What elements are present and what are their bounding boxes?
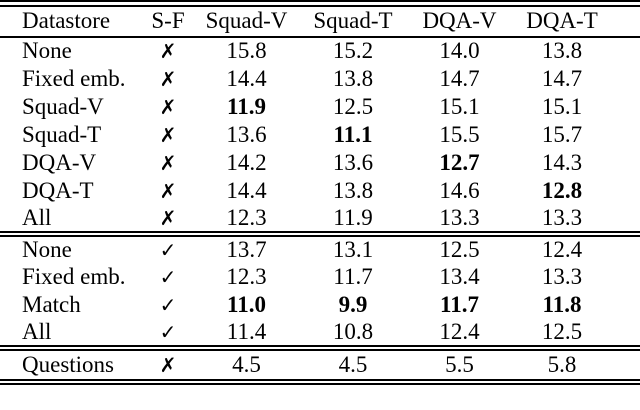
value-cell: 11.0 — [227, 291, 266, 317]
value-cell: 12.5 — [332, 93, 374, 119]
cross-mark-icon: ✗ — [159, 122, 177, 147]
table-row: All ✗ 12.3 11.9 13.3 13.3 — [0, 205, 640, 234]
check-mark-icon: ✓ — [159, 292, 177, 317]
value-cell: 11.1 — [333, 121, 373, 147]
datastore-cell: Questions — [22, 351, 114, 377]
datastore-cell: Fixed emb. — [22, 263, 126, 289]
value-cell: 12.8 — [541, 177, 583, 203]
value-cell: 12.4 — [439, 318, 480, 344]
value-cell: 13.7 — [226, 236, 267, 262]
value-cell: 12.5 — [439, 236, 480, 262]
value-cell: 15.1 — [541, 93, 583, 119]
check-mark-icon: ✓ — [159, 319, 177, 344]
value-cell: 13.8 — [332, 65, 374, 91]
value-cell: 13.3 — [541, 263, 583, 289]
section-questions: Questions ✗ 4.5 4.5 5.5 5.8 — [0, 348, 640, 382]
cross-mark-icon: ✗ — [159, 205, 177, 230]
datastore-cell: DQA-T — [22, 177, 94, 203]
value-cell: 13.3 — [541, 204, 583, 230]
table-row: Squad-T ✗ 13.6 11.1 15.5 15.7 — [0, 121, 640, 149]
value-cell: 5.8 — [547, 351, 577, 377]
value-cell: 14.2 — [226, 149, 267, 175]
cross-mark-icon: ✗ — [159, 66, 177, 91]
datastore-cell: Squad-T — [22, 121, 102, 147]
table-row: Squad-V ✗ 11.9 12.5 15.1 15.1 — [0, 93, 640, 121]
column-header-squad-t: Squad-T — [313, 8, 393, 34]
cross-mark-icon: ✗ — [159, 39, 177, 63]
value-cell: 15.8 — [226, 38, 267, 63]
cross-mark-icon: ✗ — [159, 352, 177, 377]
value-cell: 15.5 — [439, 121, 480, 147]
table-row: Fixed emb. ✗ 14.4 13.8 14.7 14.7 — [0, 65, 640, 93]
value-cell: 11.7 — [333, 263, 373, 289]
value-cell: 14.0 — [439, 38, 480, 63]
value-cell: 15.2 — [332, 38, 374, 63]
table-row: None ✓ 13.7 13.1 12.5 12.4 — [0, 234, 640, 263]
column-header-datastore: Datastore — [22, 8, 111, 34]
value-cell: 13.4 — [439, 263, 480, 289]
results-table-container: Datastore S-F Squad-V Squad-T DQA-V DQA-T Non… — [0, 3, 640, 382]
datastore-cell: DQA-V — [22, 149, 97, 175]
results-table: Datastore S-F Squad-V Squad-T DQA-V DQA-T Non… — [0, 3, 640, 382]
value-cell: 14.4 — [226, 177, 267, 203]
value-cell: 13.8 — [541, 38, 583, 63]
header-row: Datastore S-F Squad-V Squad-T DQA-V DQA-T — [0, 4, 640, 37]
table-row: Questions ✗ 4.5 4.5 5.5 5.8 — [0, 348, 640, 382]
value-cell: 12.4 — [541, 236, 583, 262]
value-cell: 10.8 — [332, 318, 374, 344]
datastore-cell: None — [22, 38, 72, 63]
datastore-cell: Match — [22, 291, 81, 317]
table-row: All ✓ 11.4 10.8 12.4 12.5 — [0, 319, 640, 348]
value-cell: 15.1 — [439, 93, 480, 119]
table-row: None ✗ 15.8 15.2 14.0 13.8 — [0, 37, 640, 65]
value-cell: 5.5 — [445, 351, 474, 377]
value-cell: 4.5 — [338, 351, 368, 377]
check-mark-icon: ✓ — [159, 264, 177, 289]
value-cell: 14.3 — [541, 149, 583, 175]
value-cell: 14.4 — [226, 65, 267, 91]
value-cell: 13.6 — [226, 121, 267, 147]
value-cell: 13.6 — [332, 149, 374, 175]
datastore-cell: None — [22, 236, 72, 262]
value-cell: 14.6 — [439, 177, 480, 203]
datastore-cell: All — [22, 204, 52, 230]
value-cell: 9.9 — [338, 291, 368, 317]
table-row: Fixed emb. ✓ 12.3 11.7 13.4 13.3 — [0, 263, 640, 291]
value-cell: 12.5 — [541, 318, 583, 344]
section-finetune: None ✓ 13.7 13.1 12.5 12.4 Fixed emb. ✓ 12.3 11.7… — [0, 234, 640, 348]
value-cell: 11.4 — [226, 318, 267, 344]
check-mark-icon: ✓ — [159, 237, 177, 262]
cross-mark-icon: ✗ — [159, 150, 177, 175]
column-header-dqa-v: DQA-V — [422, 8, 497, 34]
value-cell: 11.9 — [227, 93, 266, 119]
section-no-finetune: None ✗ 15.8 15.2 14.0 13.8 Fixed emb. ✗ 14.4 13.8… — [0, 37, 640, 234]
value-cell: 14.7 — [541, 65, 583, 91]
value-cell: 12.3 — [226, 263, 267, 289]
value-cell: 11.9 — [333, 204, 373, 230]
datastore-cell: Fixed emb. — [22, 65, 126, 91]
datastore-cell: All — [22, 318, 52, 344]
value-cell: 4.5 — [232, 351, 261, 377]
value-cell: 12.7 — [439, 149, 480, 175]
value-cell: 14.7 — [439, 65, 480, 91]
table-row: Match ✓ 11.0 9.9 11.7 11.8 — [0, 291, 640, 319]
table-row: DQA-T ✗ 14.4 13.8 14.6 12.8 — [0, 177, 640, 205]
column-header-dqa-t: DQA-T — [526, 8, 598, 34]
value-cell: 11.7 — [440, 291, 479, 317]
table-row: DQA-V ✗ 14.2 13.6 12.7 14.3 — [0, 149, 640, 177]
column-header-squad-v: Squad-V — [205, 8, 288, 34]
value-cell: 12.3 — [226, 204, 267, 230]
datastore-cell: Squad-V — [22, 93, 104, 119]
column-header-s-f: S-F — [151, 8, 185, 34]
cross-mark-icon: ✗ — [159, 94, 177, 119]
cross-mark-icon: ✗ — [159, 178, 177, 203]
value-cell: 13.1 — [332, 236, 374, 262]
value-cell: 11.8 — [542, 291, 582, 317]
value-cell: 15.7 — [541, 121, 583, 147]
value-cell: 13.3 — [439, 204, 480, 230]
table-header: Datastore S-F Squad-V Squad-T DQA-V DQA-T — [0, 3, 640, 37]
value-cell: 13.8 — [332, 177, 374, 203]
